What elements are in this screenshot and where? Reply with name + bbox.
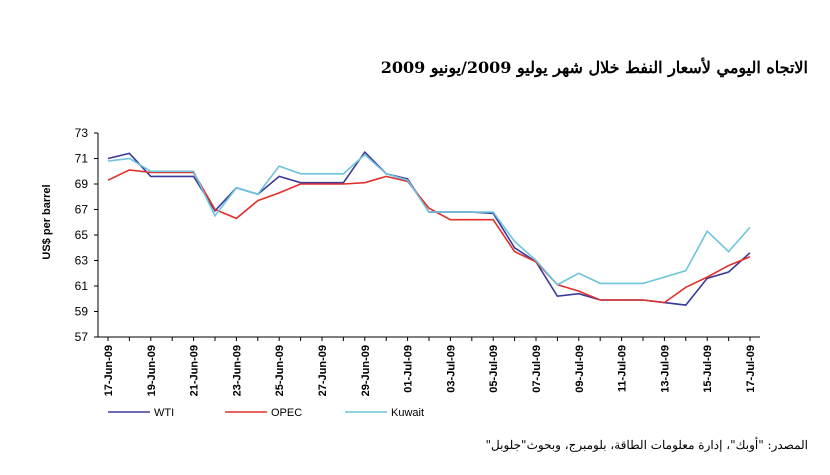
y-tick-label: 59 xyxy=(75,305,89,319)
source-note: المصدر: "أوبك"، إدارة معلومات الطاقة، بل… xyxy=(485,438,808,452)
series-lines xyxy=(107,150,751,306)
y-tick-label: 65 xyxy=(75,228,89,242)
y-axis-ticks: 57 59 61 63 65 67 69 71 73 xyxy=(75,126,98,344)
x-axis-ticks: 17-Jun-09 19-Jun-09 21-Jun-09 23-Jun-09 25-J… xyxy=(103,337,757,396)
y-tick-label: 63 xyxy=(75,254,89,268)
x-tick-label: 15-Jul-09 xyxy=(702,345,714,393)
y-tick-label: 73 xyxy=(75,126,89,140)
x-tick-label: 13-Jul-09 xyxy=(659,345,671,393)
x-tick-label: 11-Jul-09 xyxy=(617,345,629,392)
series-line-kuwait xyxy=(107,153,751,286)
x-tick-label: 05-Jul-09 xyxy=(488,345,500,393)
y-tick-label: 67 xyxy=(75,203,89,217)
x-tick-label: 03-Jul-09 xyxy=(445,345,457,393)
x-tick-label: 09-Jul-09 xyxy=(574,345,586,393)
y-tick-label: 71 xyxy=(75,152,89,166)
x-tick-label: 17-Jul-09 xyxy=(745,345,757,393)
chart-title: الاتجاه اليومي لأسعار النفط خلال شهر يول… xyxy=(380,58,808,77)
chart-axes xyxy=(97,133,760,338)
x-tick-label: 27-Jun-09 xyxy=(317,345,329,396)
chart-legend: WTI OPEC Kuwait xyxy=(108,407,424,419)
legend-label-opec: OPEC xyxy=(271,407,302,419)
y-axis-label: US$ per barrel xyxy=(41,184,53,259)
x-tick-label: 19-Jun-09 xyxy=(146,345,158,396)
x-tick-label: 23-Jun-09 xyxy=(231,345,243,396)
x-tick-label: 25-Jun-09 xyxy=(274,345,286,396)
series-line-wti xyxy=(107,150,751,306)
x-tick-label: 29-Jun-09 xyxy=(360,345,372,396)
y-tick-label: 57 xyxy=(75,330,89,344)
series-line-opec xyxy=(107,169,751,304)
legend-label-kuwait: Kuwait xyxy=(391,407,424,419)
x-tick-label: 01-Jul-09 xyxy=(403,345,415,393)
y-tick-label: 69 xyxy=(75,177,89,191)
legend-label-wti: WTI xyxy=(154,407,174,419)
y-tick-label: 61 xyxy=(75,279,89,293)
x-tick-label: 17-Jun-09 xyxy=(103,345,115,396)
x-tick-label: 07-Jul-09 xyxy=(531,345,543,393)
x-tick-label: 21-Jun-09 xyxy=(189,345,201,396)
